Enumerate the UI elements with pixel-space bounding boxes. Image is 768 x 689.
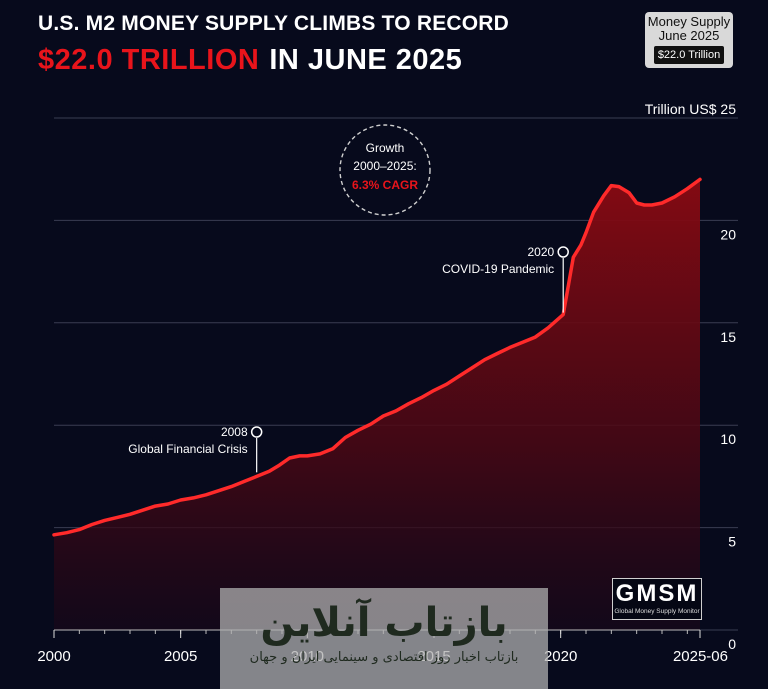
watermark-line2: بازتاب اخبار روز اقتصادی و سینمایی ایران… <box>249 650 519 665</box>
x-tick-label: 2020 <box>544 648 577 665</box>
logo-abbr: GMSM <box>615 580 699 607</box>
watermark-line1: بازتاب آنلاین <box>260 600 508 646</box>
growth-line1: Growth <box>366 141 405 155</box>
y-tick-label: 0 <box>728 636 736 652</box>
annotation-year: 2020 <box>527 245 554 259</box>
annotation-marker <box>250 426 263 438</box>
logo-full: Global Money Supply Monitor <box>614 608 700 615</box>
chart-title-line2: $22.0 TRILLION IN JUNE 2025 <box>38 44 462 77</box>
badge-value: $22.0 Trillion <box>653 46 725 64</box>
watermark: بازتاب آنلاین بازتاب اخبار روز اقتصادی و… <box>220 588 548 689</box>
annotation-year: 2008 <box>221 425 248 439</box>
growth-circle <box>339 124 431 216</box>
y-tick-label: 20 <box>720 226 736 242</box>
chart-title-line1: U.S. M2 MONEY SUPPLY CLIMBS TO RECORD <box>38 12 510 35</box>
x-tick-label: 2000 <box>37 648 70 665</box>
y-tick-label: 10 <box>720 431 736 447</box>
y-tick-label: 15 <box>720 329 736 345</box>
gmsm-logo: GMSM Global Money Supply Monitor <box>612 578 702 620</box>
y-tick-label: Trillion US$ 25 <box>645 101 737 117</box>
badge-line1: Money Supply <box>647 14 731 29</box>
annotation-marker <box>557 246 569 258</box>
annotation-label: COVID-19 Pandemic <box>442 262 554 276</box>
growth-line2: 2000–2025: <box>353 159 416 173</box>
y-tick-label: 5 <box>728 534 736 550</box>
series-line <box>52 177 702 537</box>
x-tick-label: 2005 <box>164 648 197 665</box>
annotations: 2008 Global Financial Crisis 2020 COVID-19 … <box>128 245 569 473</box>
title-rest: IN JUNE 2025 <box>269 44 463 76</box>
growth-note: Growth 2000–2025: 6.3% CAGR <box>339 124 431 216</box>
growth-cagr: 6.3% CAGR <box>352 178 418 192</box>
area-fill <box>54 179 700 630</box>
title-highlight-value: $22.0 TRILLION <box>38 44 260 76</box>
badge-line2: June 2025 <box>658 28 720 43</box>
money-supply-badge: Money Supply June 2025 $22.0 Trillion <box>645 12 733 68</box>
annotation-label: Global Financial Crisis <box>128 442 247 456</box>
x-tick-label: 2025-06 <box>673 648 728 665</box>
